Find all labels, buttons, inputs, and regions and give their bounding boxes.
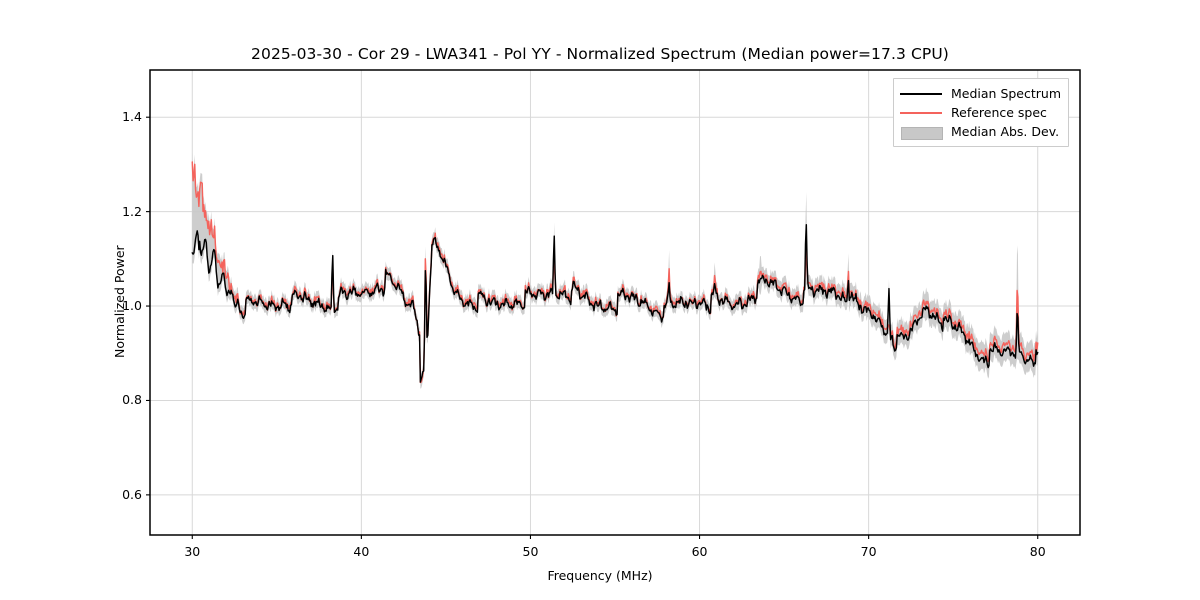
axes-frame <box>149 69 1081 536</box>
chart-legend: Median Spectrum Reference spec Median Ab… <box>893 78 1070 147</box>
legend-item-median-spectrum: Median Spectrum <box>900 84 1061 103</box>
x-axis-label: Frequency (MHz) <box>547 568 653 583</box>
y-tick-label: 1.0 <box>122 298 142 314</box>
x-tick-label: 40 <box>353 544 370 559</box>
y-tick-label: 0.6 <box>122 486 142 502</box>
legend-line-icon <box>900 106 942 120</box>
median-spectrum-line <box>191 224 1039 383</box>
mad-band <box>192 152 1038 389</box>
legend-patch-icon <box>900 125 943 140</box>
y-tick-label: 0.8 <box>122 392 142 408</box>
reference-spec-line <box>191 161 1039 384</box>
legend-label: Median Abs. Dev. <box>951 123 1060 139</box>
chart-title: 2025-03-30 - Cor 29 - LWA341 - Pol YY - … <box>251 45 949 63</box>
x-tick-label: 60 <box>691 544 708 559</box>
legend-label: Reference spec <box>951 104 1047 120</box>
legend-line-icon <box>900 87 942 101</box>
y-tick-label: 1.4 <box>122 109 142 125</box>
y-tick-label: 1.2 <box>122 203 142 219</box>
axis-ticks <box>146 116 1039 539</box>
x-tick-label: 50 <box>522 544 539 559</box>
x-tick-label: 30 <box>184 544 201 559</box>
legend-item-reference-spec: Reference spec <box>900 103 1061 122</box>
x-tick-label: 80 <box>1029 544 1046 559</box>
y-axis-label: Normalized Power <box>112 244 127 358</box>
x-tick-label: 70 <box>860 544 877 559</box>
legend-item-median-abs-dev: Median Abs. Dev. <box>900 122 1061 141</box>
legend-label: Median Spectrum <box>951 85 1062 101</box>
